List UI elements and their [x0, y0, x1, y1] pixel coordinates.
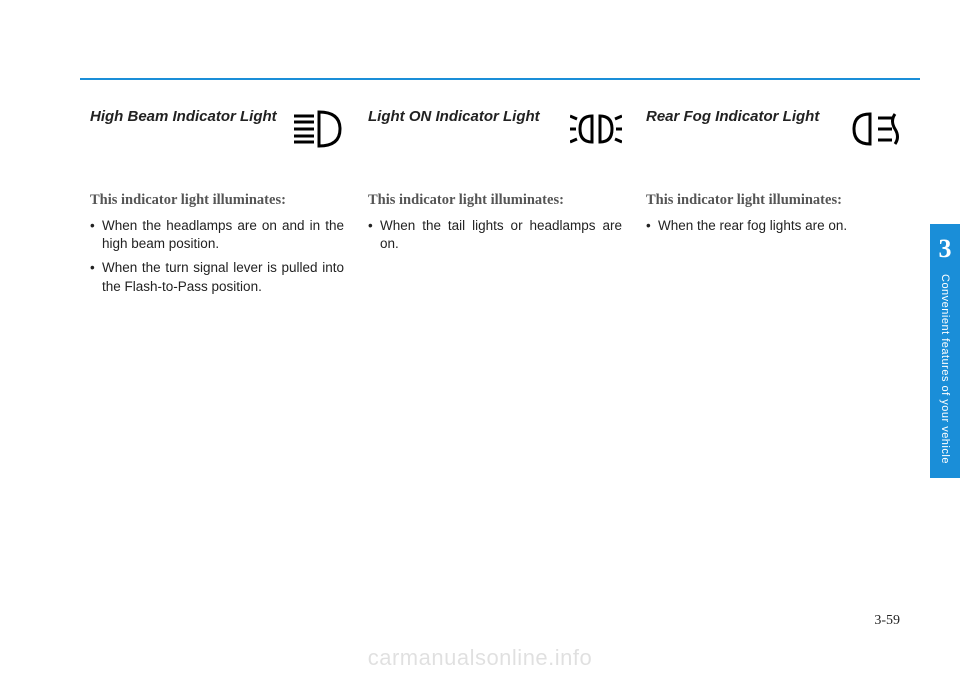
bullet-list: When the headlamps are on and in the hig…: [90, 217, 344, 296]
column-header: High Beam Indicator Light: [90, 108, 344, 164]
list-item: When the turn signal lever is pulled int…: [90, 259, 344, 295]
chapter-number: 3: [939, 234, 952, 264]
high-beam-icon: [292, 108, 344, 150]
bullet-list: When the tail lights or headlamps are on…: [368, 217, 622, 253]
watermark: carmanualsonline.info: [368, 645, 593, 671]
chapter-label: Convenient features of your vehicle: [939, 274, 951, 464]
column-light-on: Light ON Indicator Light This indicator …: [368, 108, 622, 302]
column-title: High Beam Indicator Light: [90, 108, 282, 127]
list-item: When the headlamps are on and in the hig…: [90, 217, 344, 253]
column-header: Light ON Indicator Light: [368, 108, 622, 164]
list-item: When the rear fog lights are on.: [646, 217, 900, 235]
list-item: When the tail lights or headlamps are on…: [368, 217, 622, 253]
column-header: Rear Fog Indicator Light: [646, 108, 900, 164]
column-title: Light ON Indicator Light: [368, 108, 560, 127]
page-number: 3-59: [874, 613, 900, 629]
chapter-tab: 3 Convenient features of your vehicle: [930, 224, 960, 478]
header-rule: [80, 78, 920, 80]
column-subhead: This indicator light illuminates:: [90, 192, 344, 209]
column-subhead: This indicator light illuminates:: [368, 192, 622, 209]
bullet-list: When the rear fog lights are on.: [646, 217, 900, 235]
rear-fog-icon: [848, 108, 900, 150]
column-high-beam: High Beam Indicator Light This indicator…: [90, 108, 344, 302]
column-rear-fog: Rear Fog Indicator Light This indicator …: [646, 108, 900, 302]
column-subhead: This indicator light illuminates:: [646, 192, 900, 209]
column-title: Rear Fog Indicator Light: [646, 108, 838, 127]
light-on-icon: [570, 108, 622, 150]
content-area: High Beam Indicator Light This indicator…: [90, 108, 900, 302]
